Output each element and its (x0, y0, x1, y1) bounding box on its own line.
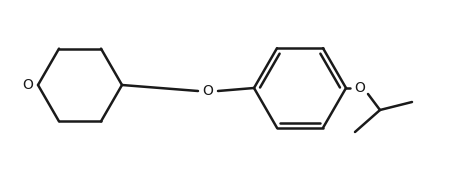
Text: O: O (354, 81, 365, 95)
Text: O: O (23, 78, 33, 92)
Text: O: O (202, 84, 213, 98)
